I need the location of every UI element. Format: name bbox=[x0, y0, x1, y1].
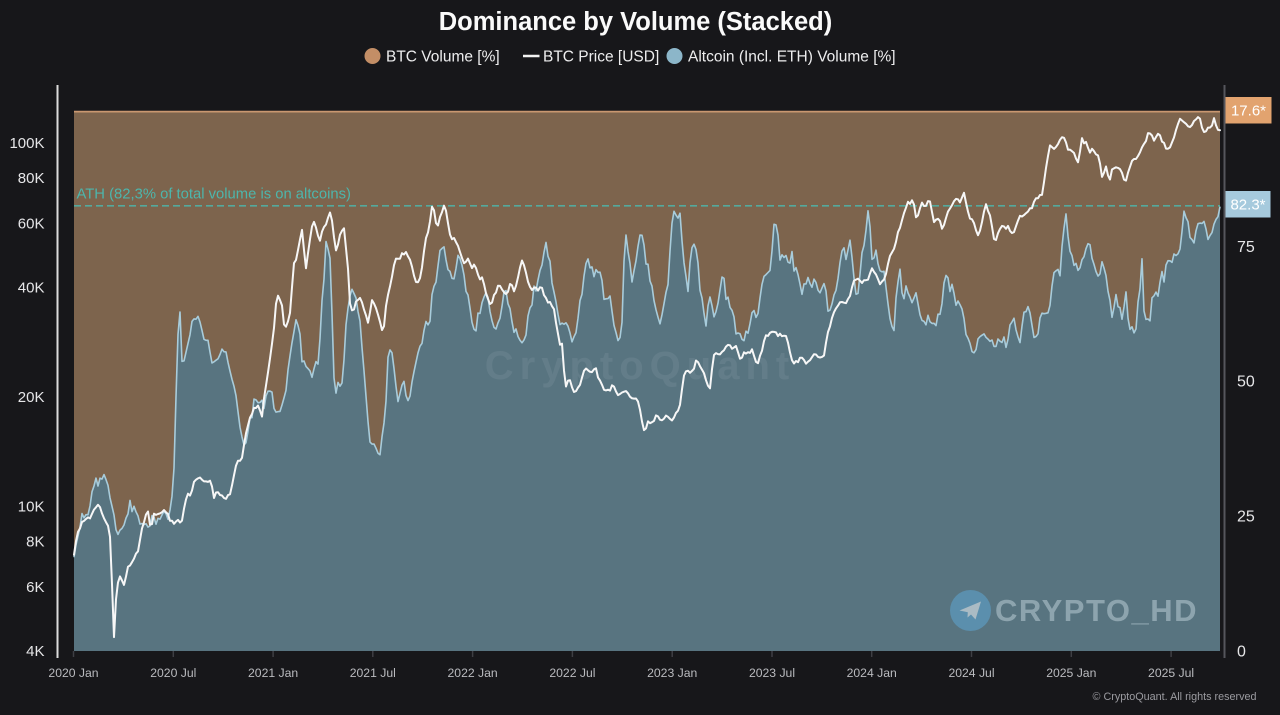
svg-text:2022 Jan: 2022 Jan bbox=[448, 666, 498, 680]
svg-text:2024 Jul: 2024 Jul bbox=[948, 666, 994, 680]
svg-text:17.6*: 17.6* bbox=[1231, 103, 1266, 120]
svg-text:10K: 10K bbox=[18, 498, 45, 515]
svg-text:Dominance by Volume (Stacked): Dominance by Volume (Stacked) bbox=[439, 8, 832, 36]
svg-text:4K: 4K bbox=[26, 643, 44, 660]
svg-text:50: 50 bbox=[1237, 374, 1255, 391]
svg-text:80K: 80K bbox=[18, 170, 45, 187]
svg-text:100K: 100K bbox=[9, 135, 44, 152]
svg-text:2021 Jan: 2021 Jan bbox=[248, 666, 298, 680]
svg-text:2025 Jan: 2025 Jan bbox=[1046, 666, 1096, 680]
svg-text:75: 75 bbox=[1237, 239, 1255, 256]
svg-text:2025 Jul: 2025 Jul bbox=[1148, 666, 1194, 680]
svg-text:20K: 20K bbox=[18, 389, 45, 406]
svg-text:BTC Volume [%]: BTC Volume [%] bbox=[386, 49, 500, 66]
svg-text:40K: 40K bbox=[18, 280, 45, 297]
svg-text:8K: 8K bbox=[26, 534, 44, 551]
svg-text:2021 Jul: 2021 Jul bbox=[350, 666, 396, 680]
svg-text:6K: 6K bbox=[26, 579, 44, 596]
svg-text:25: 25 bbox=[1237, 508, 1255, 525]
svg-text:2023 Jul: 2023 Jul bbox=[749, 666, 795, 680]
svg-text:2024 Jan: 2024 Jan bbox=[847, 666, 897, 680]
svg-text:82.3*: 82.3* bbox=[1230, 197, 1265, 214]
svg-text:© CryptoQuant. All rights rese: © CryptoQuant. All rights reserved bbox=[1093, 691, 1257, 703]
svg-text:2020 Jul: 2020 Jul bbox=[150, 666, 196, 680]
svg-text:2022 Jul: 2022 Jul bbox=[549, 666, 595, 680]
svg-text:BTC Price [USD]: BTC Price [USD] bbox=[543, 49, 659, 66]
svg-text:60K: 60K bbox=[18, 216, 45, 233]
svg-text:2020 Jan: 2020 Jan bbox=[48, 666, 98, 680]
svg-text:CryptoQuant: CryptoQuant bbox=[485, 344, 795, 388]
svg-text:0: 0 bbox=[1237, 643, 1246, 660]
svg-text:ATH (82,3% of total volume is: ATH (82,3% of total volume is on altcoin… bbox=[77, 187, 351, 203]
svg-text:2023 Jan: 2023 Jan bbox=[647, 666, 697, 680]
svg-text:Altcoin (Incl. ETH) Volume [%]: Altcoin (Incl. ETH) Volume [%] bbox=[688, 49, 896, 66]
svg-text:CRYPTO_HD: CRYPTO_HD bbox=[995, 593, 1198, 628]
